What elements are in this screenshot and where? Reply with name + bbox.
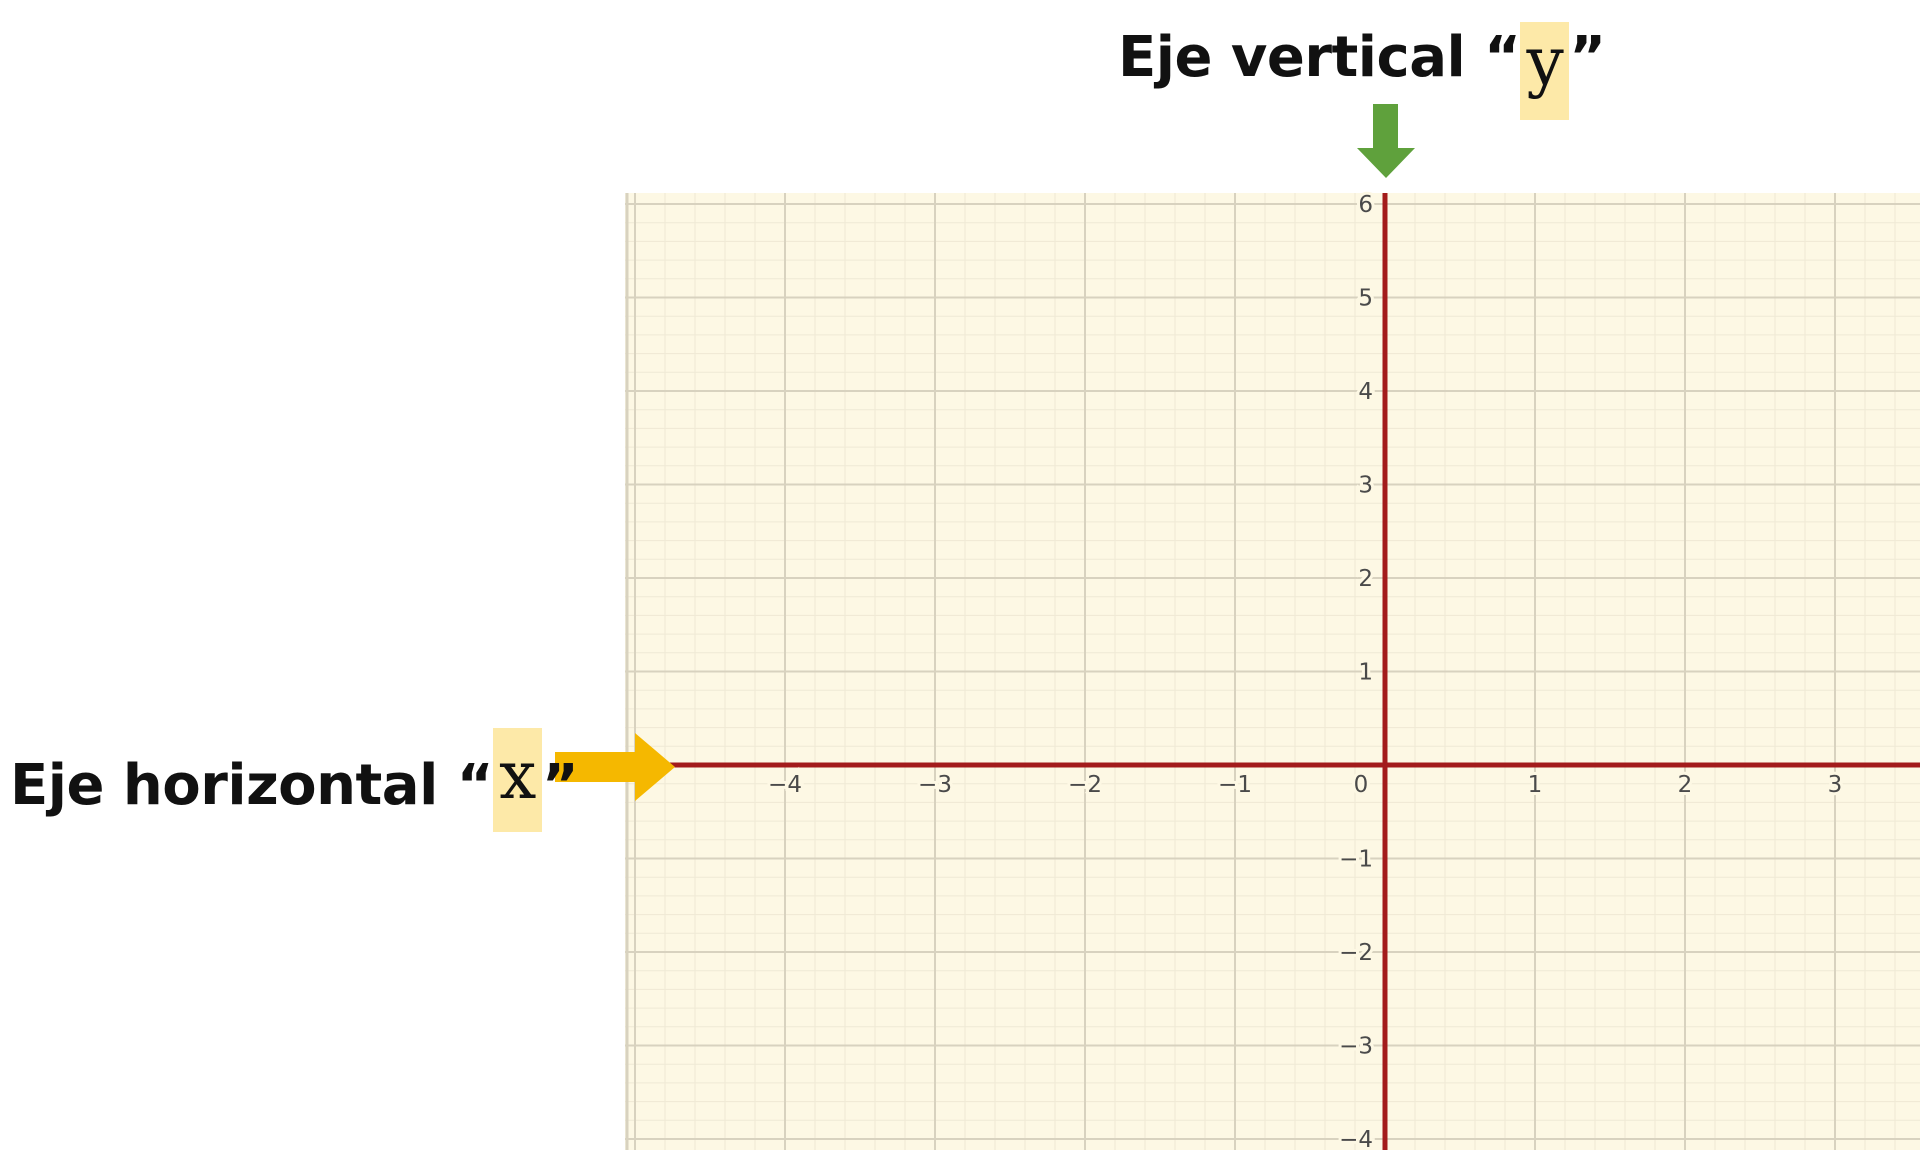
- y-tick-label: 2: [1358, 566, 1373, 592]
- y-tick-label: −1: [1339, 847, 1373, 873]
- vertical-axis-label-suffix: ”: [1569, 25, 1606, 90]
- x-tick-label: −2: [1068, 772, 1102, 798]
- y-tick-label: 6: [1358, 192, 1373, 218]
- y-tick-label: 3: [1358, 473, 1373, 499]
- vertical-axis-variable: y: [1520, 22, 1570, 120]
- y-tick-label: −4: [1339, 1127, 1373, 1150]
- arrow-down-icon: [1357, 104, 1415, 178]
- vertical-axis-label: Eje vertical “y”: [1118, 22, 1606, 120]
- x-tick-label: 3: [1828, 772, 1843, 798]
- y-tick-label: −3: [1339, 1034, 1373, 1060]
- y-tick-label: 1: [1358, 660, 1373, 686]
- major-grid: [625, 193, 1920, 1150]
- vertical-axis-label-prefix: Eje vertical “: [1118, 25, 1521, 90]
- x-tick-label: −4: [768, 772, 802, 798]
- y-tick-label: 5: [1358, 286, 1373, 312]
- x-tick-label: −1: [1218, 772, 1252, 798]
- y-tick-label: 4: [1358, 379, 1373, 405]
- horizontal-axis-label-suffix: ”: [541, 753, 579, 818]
- x-tick-label: −3: [918, 772, 952, 798]
- horizontal-axis-variable: x: [493, 728, 542, 832]
- x-tick-label: 1: [1528, 772, 1543, 798]
- origin-label: 0: [1354, 772, 1369, 798]
- horizontal-axis-label: Eje horizontal “x”: [10, 728, 579, 832]
- tick-labels: −4 −3 −2 −1 0 1 2 3 6 5 4 3 2 1 −1 −2 −3 −4: [765, 189, 1845, 1150]
- horizontal-axis-label-prefix: Eje horizontal “: [10, 753, 494, 818]
- y-tick-label: −2: [1339, 940, 1373, 966]
- x-tick-label: 2: [1678, 772, 1693, 798]
- arrow-right-icon: [555, 733, 675, 801]
